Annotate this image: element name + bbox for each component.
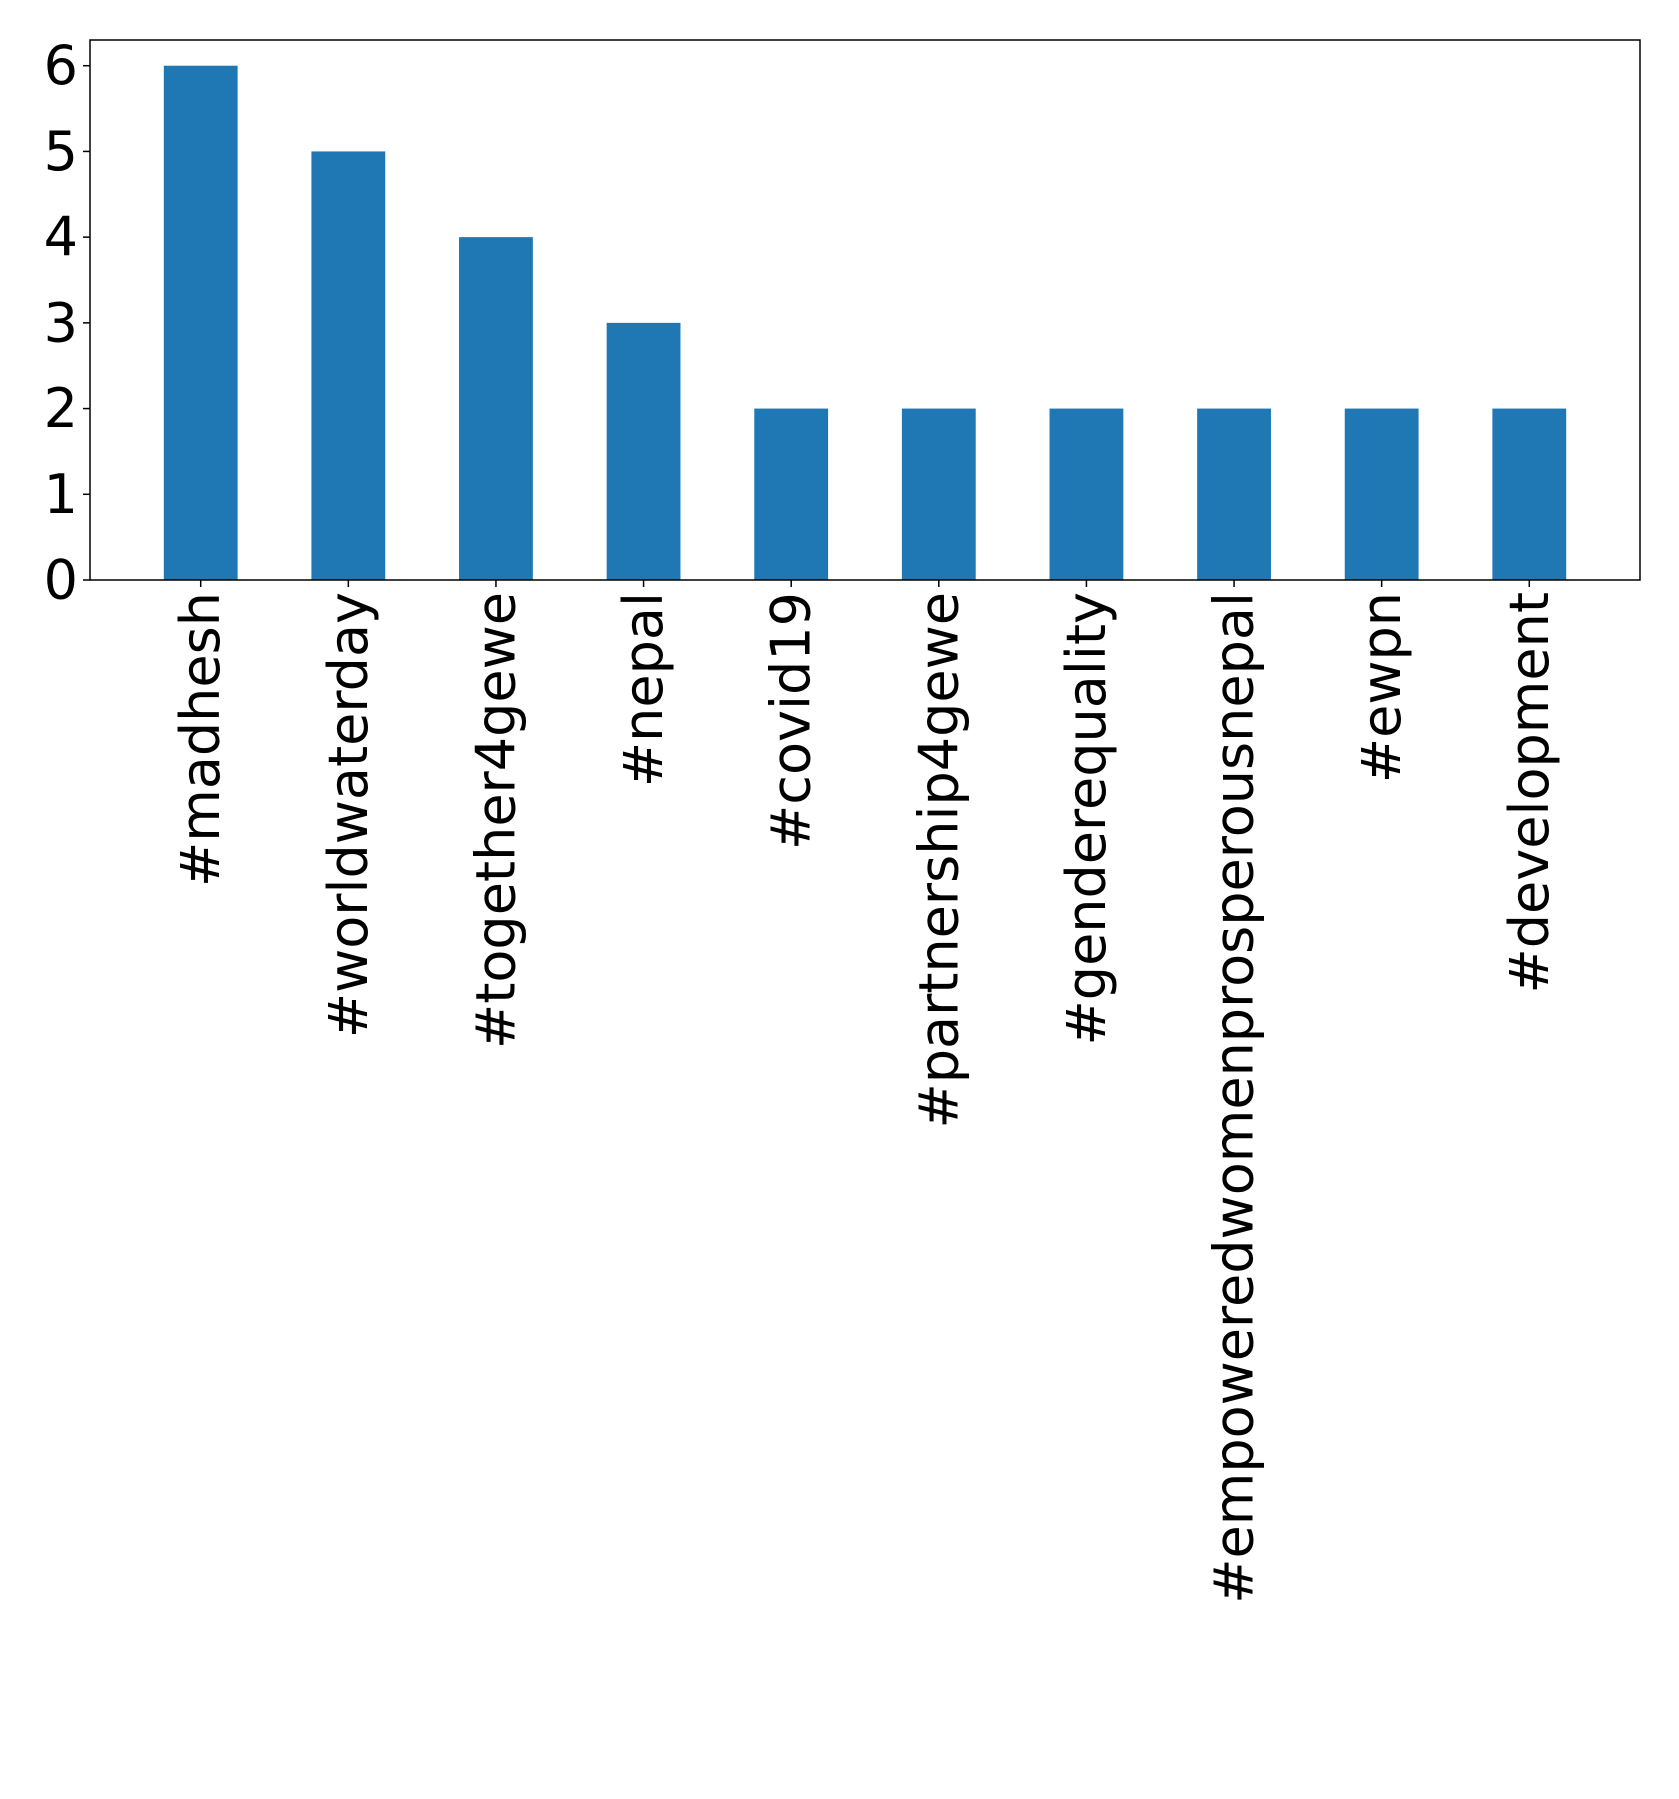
bar-development <box>1492 408 1567 580</box>
bar-nepal <box>606 322 681 580</box>
x-tick-label: #nepal <box>612 592 675 787</box>
y-tick-label: 2 <box>44 377 78 440</box>
x-tick-label: #partnership4gewe <box>907 592 970 1129</box>
x-tick-label: #madhesh <box>169 592 232 887</box>
bar-ewpn <box>1344 408 1419 580</box>
bar-empoweredwomenprosperousnepal <box>1197 408 1271 580</box>
x-tick-label: #ewpn <box>1350 592 1413 783</box>
x-tick-label: #empoweredwomenprosperousnepal <box>1203 592 1266 1604</box>
bars-group <box>163 65 1567 580</box>
x-tick-label: #development <box>1498 592 1561 993</box>
bar-genderequality <box>1049 408 1124 580</box>
x-tick-label: #genderequality <box>1055 592 1118 1045</box>
x-axis: #madhesh #worldwaterday #together4gewe #nep… <box>169 580 1561 1604</box>
y-tick-label: 0 <box>44 549 78 612</box>
bar-partnership4gewe <box>901 408 976 580</box>
y-tick-label: 5 <box>44 120 78 183</box>
x-tick-label: #covid19 <box>760 592 823 850</box>
y-axis: 0 1 2 3 4 5 6 <box>44 34 90 612</box>
x-tick-label: #worldwaterday <box>317 592 380 1038</box>
plot-area-frame <box>89 39 1641 581</box>
y-tick-label: 6 <box>44 34 78 97</box>
y-tick-label: 3 <box>44 291 78 354</box>
x-tick-label: #together4gewe <box>464 592 527 1049</box>
bar-worldwaterday <box>311 151 386 580</box>
bar-covid19 <box>754 408 829 580</box>
bar-madhesh <box>163 65 238 580</box>
y-tick-label: 4 <box>44 206 78 269</box>
bar-together4gewe <box>459 237 533 580</box>
y-tick-label: 1 <box>44 463 78 526</box>
